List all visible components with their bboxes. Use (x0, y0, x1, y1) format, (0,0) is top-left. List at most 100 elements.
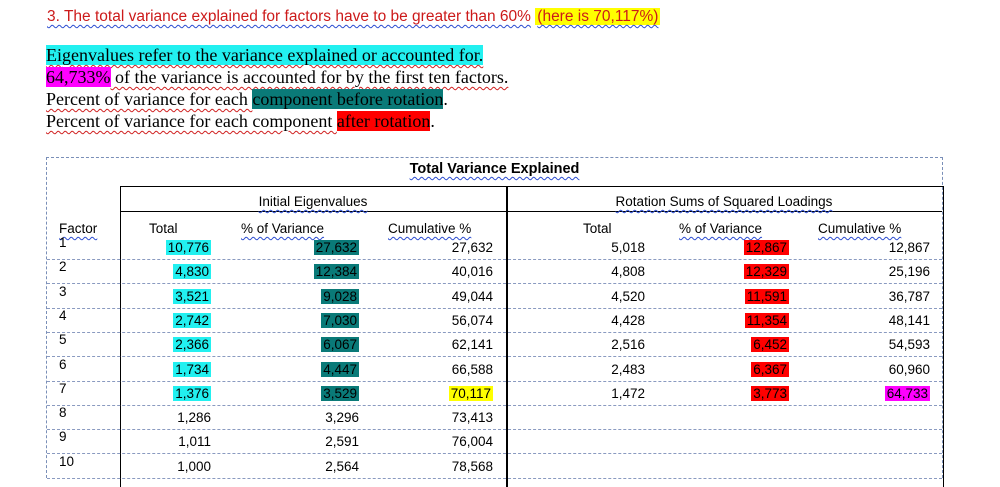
table-row: 4 2,742 7,030 56,074 4,428 11,354 48,141 (47, 308, 942, 333)
cell-text: 6 (59, 356, 67, 372)
variance-table: Total Variance Explained Initial Eigenva… (46, 157, 944, 487)
cell-text: 3,773 (751, 385, 789, 401)
note-line-2: 64,733% of the variance is accounted for… (46, 67, 509, 87)
cell-text: 2,516 (611, 337, 645, 353)
cell-text: 2,483 (611, 361, 645, 377)
col-header-factor: Factor (59, 221, 98, 236)
cell-text: 8 (59, 405, 67, 421)
value-cell: 27,632 (377, 239, 493, 256)
value-cell: 12,329 (647, 263, 789, 280)
cell-text: 1,472 (611, 385, 645, 401)
cell-text: 5 (59, 332, 67, 348)
value-cell: 78,568 (377, 458, 493, 475)
table-row: 7 1,376 3,529 70,117 1,472 3,773 64,733 (47, 381, 942, 406)
cell-text: 62,141 (451, 337, 493, 353)
group-initial-eigenvalues: Initial Eigenvalues (258, 194, 368, 209)
cell-text: 48,141 (888, 312, 930, 328)
cell-text: 6,367 (751, 361, 789, 377)
value-cell: 48,141 (807, 312, 930, 329)
value-cell: 12,384 (247, 263, 359, 280)
cell-text: 49,044 (451, 288, 493, 304)
table-row: 3 3,521 9,028 49,044 4,520 11,591 36,787 (47, 284, 942, 309)
value-cell: 6,067 (247, 336, 359, 353)
cell-text: 1,734 (173, 361, 211, 377)
value-cell: 3,773 (647, 385, 789, 402)
factor-cell: 9 (59, 428, 67, 445)
value-cell: 73,413 (377, 409, 493, 426)
cell-text: 4,830 (173, 264, 211, 280)
value-cell: 4,830 (121, 263, 211, 280)
cell-text: 56,074 (451, 312, 493, 328)
value-cell: 1,286 (121, 409, 211, 426)
factor-cell: 10 (59, 453, 74, 470)
cell-text: 64,733 (884, 385, 930, 401)
highlight-after-rotation: after rotation (336, 111, 431, 131)
cell-text: 3,529 (321, 385, 359, 401)
cell-text: 12,329 (743, 264, 789, 280)
value-cell: 7,030 (247, 312, 359, 329)
value-cell: 5,018 (517, 239, 645, 256)
value-cell: 9,028 (247, 288, 359, 305)
table-row: 5 2,366 6,067 62,141 2,516 6,452 54,593 (47, 331, 942, 358)
cell-text: 4 (59, 307, 67, 323)
cell-text: 4,808 (611, 264, 645, 280)
value-cell: 62,141 (377, 336, 493, 353)
group-header-divider (120, 211, 942, 212)
cell-text: 12,867 (743, 240, 789, 255)
value-cell (807, 409, 930, 426)
value-cell: 36,787 (807, 288, 930, 305)
table-row: 10 1,000 2,564 78,568 (47, 454, 942, 479)
value-cell (517, 433, 645, 450)
cell-text: 3,521 (173, 288, 211, 304)
cell-text: 2,591 (325, 434, 359, 450)
value-cell: 3,296 (247, 409, 359, 426)
value-cell: 54,593 (807, 336, 930, 353)
value-cell (647, 409, 789, 426)
box-rotation (506, 186, 944, 487)
cell-text: 73,413 (451, 410, 493, 426)
cell-text: 7 (59, 380, 67, 396)
value-cell: 1,000 (121, 458, 211, 475)
highlight-before-rotation: component before rotation (252, 89, 444, 109)
value-cell: 6,367 (647, 361, 789, 378)
cell-text: 9,028 (321, 288, 359, 304)
cell-text: 1 (59, 235, 67, 250)
heading-highlight: (here is 70,117%) (535, 8, 661, 25)
value-cell: 2,366 (121, 336, 211, 353)
cell-text: 4,520 (611, 288, 645, 304)
cell-text: 10,776 (165, 240, 211, 255)
factor-cell: 8 (59, 404, 67, 421)
cell-text: 11,591 (744, 288, 789, 304)
note-line-1: Eigenvalues refer to the variance explai… (46, 45, 484, 65)
cell-text: 12,867 (888, 240, 930, 255)
cell-text: 9 (59, 429, 67, 445)
value-cell: 4,808 (517, 263, 645, 280)
cell-text: 76,004 (451, 434, 493, 450)
table-title: Total Variance Explained (409, 161, 580, 177)
cell-text: 1,000 (177, 458, 211, 474)
value-cell: 64,733 (807, 385, 930, 402)
value-cell: 49,044 (377, 288, 493, 305)
cell-text: 10 (59, 453, 75, 469)
col-header-total-initial: Total (149, 221, 178, 236)
value-cell: 1,734 (121, 361, 211, 378)
factor-cell: 3 (59, 283, 67, 300)
cell-text: 2,742 (173, 312, 211, 328)
cell-text: 4,447 (321, 361, 359, 377)
explanation-notes: Eigenvalues refer to the variance explai… (46, 44, 508, 132)
value-cell: 12,867 (647, 239, 789, 256)
value-cell (807, 433, 930, 450)
cell-text: 1,286 (177, 410, 211, 426)
value-cell: 70,117 (377, 385, 493, 402)
value-cell (647, 433, 789, 450)
value-cell: 2,516 (517, 336, 645, 353)
cell-text: 4,428 (611, 312, 645, 328)
factor-cell: 5 (59, 331, 67, 348)
value-cell: 3,521 (121, 288, 211, 305)
cell-text: 27,632 (451, 240, 493, 255)
value-cell (517, 458, 645, 475)
box-initial (120, 186, 508, 487)
cell-text: 6,067 (321, 337, 359, 353)
factor-cell: 7 (59, 380, 67, 397)
value-cell: 1,011 (121, 433, 211, 450)
